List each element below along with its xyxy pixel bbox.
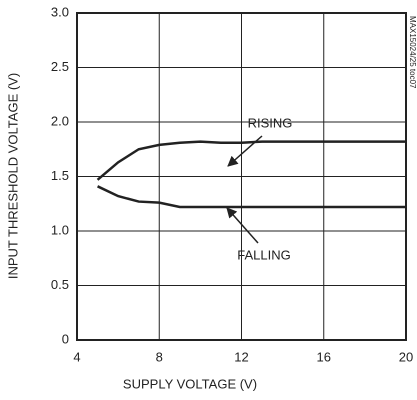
series-label: RISING [248,115,293,130]
x-tick-label: 20 [399,349,413,364]
y-tick-label: 3.0 [51,4,69,19]
y-tick-label: 1.0 [51,222,69,237]
y-tick-label: 2.0 [51,113,69,128]
series-label: FALLING [237,247,290,262]
y-tick-label: 0.5 [51,277,69,292]
x-tick-label: 4 [73,349,80,364]
x-tick-label: 12 [234,349,248,364]
series-line [96,140,406,181]
y-axis-label: INPUT THRESHOLD VOLTAGE (V) [5,73,20,279]
annotation: MAX15024/25 toc07 [408,16,417,89]
y-tick-label: 1.5 [51,168,69,183]
plot-frame [76,12,407,341]
y-tick-label: 0 [62,331,69,346]
x-tick-label: 16 [317,349,331,364]
x-tick-label: 8 [156,349,163,364]
y-tick-label: 2.5 [51,59,69,74]
label-arrow [226,207,259,244]
label-arrow [227,135,263,167]
x-axis-label: SUPPLY VOLTAGE (V) [123,376,257,391]
series-line [97,185,406,209]
